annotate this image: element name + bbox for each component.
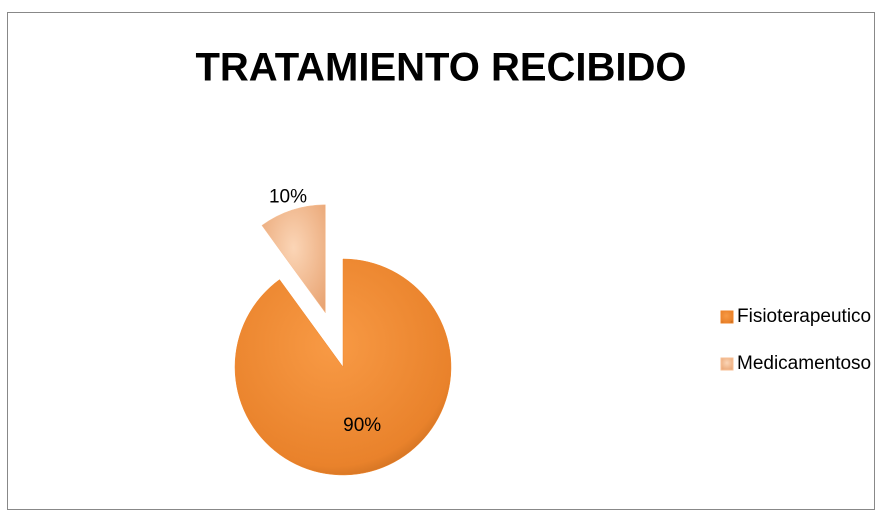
legend-swatch [720,357,734,371]
legend-label: Fisioterapeutico [737,306,871,327]
chart-frame [7,12,875,510]
data-label: 10% [269,187,307,208]
pie-slice [261,204,326,314]
chart-title: TRATAMIENTO RECIBIDO [195,46,686,90]
legend-label: Medicamentoso [737,353,871,374]
pie-slice [234,258,452,476]
data-label: 90% [343,415,381,436]
legend-swatch [720,310,734,324]
